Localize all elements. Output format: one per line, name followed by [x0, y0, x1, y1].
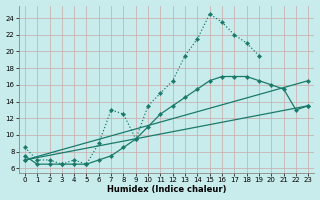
- X-axis label: Humidex (Indice chaleur): Humidex (Indice chaleur): [107, 185, 226, 194]
